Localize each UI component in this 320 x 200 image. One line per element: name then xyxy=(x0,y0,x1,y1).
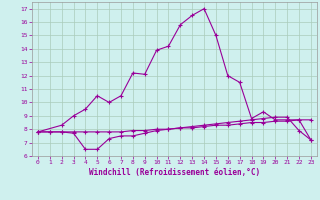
X-axis label: Windchill (Refroidissement éolien,°C): Windchill (Refroidissement éolien,°C) xyxy=(89,168,260,177)
